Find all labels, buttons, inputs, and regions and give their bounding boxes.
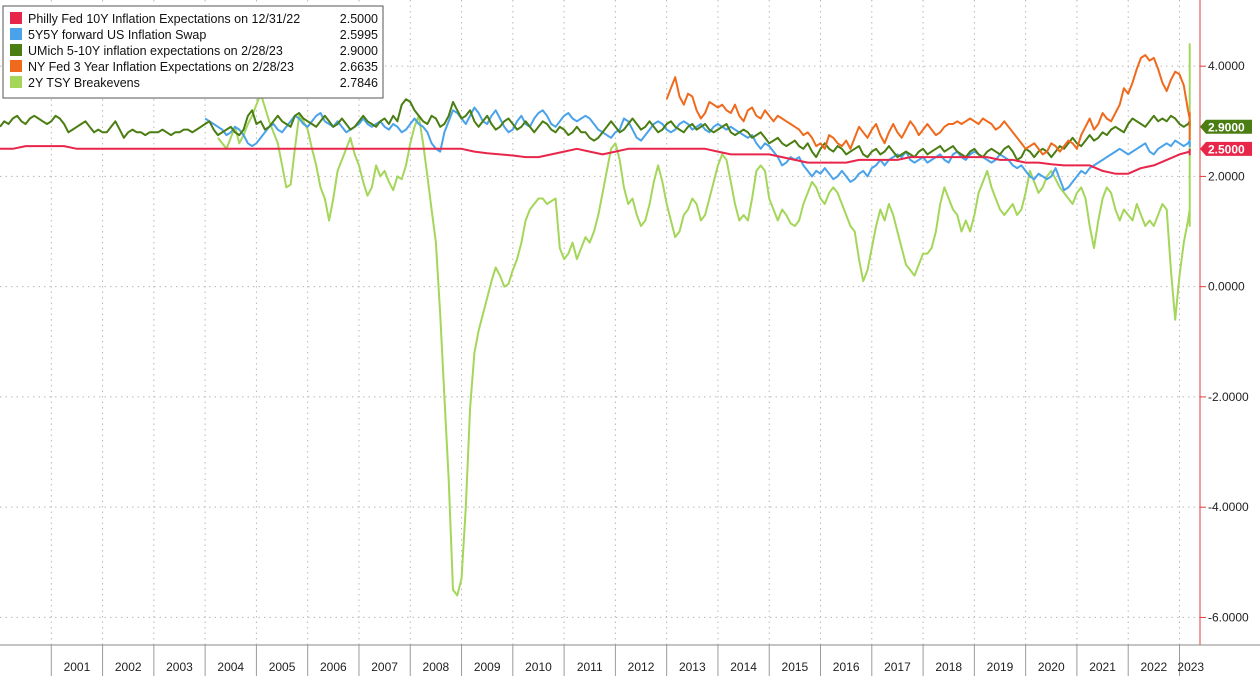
y-tick-label: 4.0000 [1208,59,1245,73]
x-tick-label: 2016 [833,660,860,674]
legend-frame [2,5,384,99]
x-tick-label: 2020 [1038,660,1065,674]
x-tick-label: 2007 [371,660,398,674]
legend-swatch [10,60,22,72]
y-tick-label: 0.0000 [1208,280,1245,294]
series-line-2 [0,98,1191,161]
x-tick-label: 2022 [1140,660,1167,674]
x-tick-label: 2005 [269,660,296,674]
x-tick-label: 2014 [730,660,757,674]
x-tick-label: 2009 [474,660,501,674]
series-line-3 [665,54,1191,156]
legend-value: 2.5995 [340,28,378,42]
legend-label: UMich 5-10Y inflation expectations on 2/… [28,44,283,58]
value-badge-label: 2.9000 [1208,120,1245,134]
legend-swatch [10,44,22,56]
x-tick-label: 2002 [115,660,142,674]
series-line-1 [204,106,1191,192]
y-axis-ticks: -6.0000 -4.0000 -2.0000 0.0000 2.0000 4.0000 [1200,59,1249,624]
x-tick-label: 2017 [884,660,911,674]
x-tick-label: 2012 [628,660,655,674]
x-tick-label: 2011 [577,660,603,674]
value-badge: 2.9000 [1200,119,1252,134]
x-tick-label: 2015 [782,660,809,674]
y-tick-label: 2.0000 [1208,169,1245,183]
legend-label: 2Y TSY Breakevens [28,76,140,90]
value-badge-label: 2.5000 [1208,142,1245,156]
series-line-4 [217,43,1191,597]
last-value-badges: 2.9000 2.5000 [1200,119,1252,156]
legend-label: 5Y5Y forward US Inflation Swap [28,28,206,42]
axes [0,0,1260,646]
x-tick-label: 2001 [64,660,91,674]
y-tick-label: -6.0000 [1208,610,1249,624]
x-axis-ticks: 2001 2002 2003 2004 2005 2006 2007 2008 2009 2010… [50,645,1204,676]
x-tick-label: 2018 [935,660,962,674]
x-tick-label: 2010 [525,660,552,674]
legend-label: Philly Fed 10Y Inflation Expectations on… [28,12,300,26]
legend-box: Philly Fed 10Y Inflation Expectations on… [2,5,384,99]
x-tick-label: 2003 [166,660,193,674]
x-tick-label: 2023 [1177,660,1204,674]
y-tick-label: -4.0000 [1208,500,1249,514]
y-tick-label: -2.0000 [1208,390,1249,404]
legend-value: 2.5000 [340,12,378,26]
value-badge-box [1200,119,1252,134]
value-badge: 2.5000 [1200,141,1252,156]
series-layer [0,43,1191,597]
legend-swatch [10,12,22,24]
legend-swatch [10,76,22,88]
x-tick-label: 2008 [423,660,450,674]
grid [0,0,1200,645]
legend-swatch [10,28,22,40]
x-tick-label: 2004 [217,660,244,674]
x-tick-label: 2013 [679,660,706,674]
legend-label: NY Fed 3 Year Inflation Expectations on … [28,60,294,74]
legend-value: 2.6635 [340,60,378,74]
x-tick-label: 2019 [987,660,1014,674]
legend: Philly Fed 10Y Inflation Expectations on… [2,5,384,99]
x-tick-label: 2006 [320,660,347,674]
legend-value: 2.9000 [340,44,378,58]
value-badge-box [1200,141,1252,156]
x-tick-label: 2021 [1089,660,1116,674]
legend-value: 2.7846 [340,76,378,90]
series-line-0 [0,145,1191,175]
